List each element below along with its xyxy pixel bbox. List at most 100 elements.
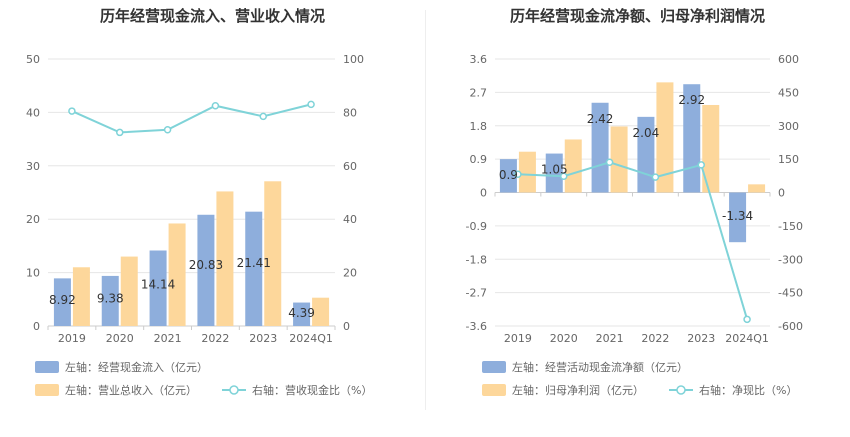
x-tick-label: 2024Q1 [725, 332, 769, 345]
y-left-tick-label: 50 [26, 53, 40, 66]
bar-series-2 [518, 151, 536, 193]
line-point [651, 173, 660, 181]
chart-title: 历年经营现金流净额、归母净利润情况 [509, 7, 765, 25]
x-tick-label: 2019 [58, 332, 86, 345]
legend-swatch-line-marker [229, 385, 239, 395]
y-right-tick-label: 80 [343, 106, 357, 119]
x-tick-label: 2021 [154, 332, 182, 345]
line-point [697, 161, 705, 169]
data-label: 0.9 [499, 168, 518, 182]
bar-series-1 [245, 211, 263, 326]
line-point [560, 172, 568, 181]
bar-series-2 [656, 82, 674, 193]
data-label: 4.39 [288, 306, 315, 320]
bar-series-2 [168, 223, 186, 326]
data-label: 8.92 [49, 293, 76, 307]
bar-series-1 [149, 250, 167, 326]
y-right-tick-label: 150 [778, 153, 799, 166]
data-label: 9.38 [97, 291, 124, 305]
legend-label-series-3: 右轴：净现比（%） [699, 383, 797, 397]
y-right-tick-label: 40 [343, 213, 357, 226]
y-left-tick-label: 20 [26, 213, 40, 226]
bar-series-2 [216, 191, 234, 326]
y-left-tick-label: -2.7 [466, 287, 487, 300]
y-right-tick-label: -600 [778, 320, 803, 333]
legend-swatch-series-1 [35, 361, 59, 373]
bar-series-2 [120, 256, 138, 326]
legend-swatch-line-marker [676, 385, 686, 395]
y-right-tick-label: 20 [343, 267, 357, 280]
line-point [68, 107, 76, 115]
bar-series-2 [564, 139, 582, 193]
x-tick-label: 2023 [687, 332, 715, 345]
y-left-tick-label: 30 [26, 160, 40, 173]
chart-panel-cash-inflow-revenue: 历年经营现金流入、营业收入情况 0 0 10 20 20 40 30 60 40 80 50 100 2… [26, 7, 372, 397]
line-point [514, 170, 522, 179]
bar-series-1 [591, 102, 609, 193]
line-point [743, 315, 751, 324]
y-left-tick-label: 0 [33, 320, 40, 333]
x-tick-label: 2019 [504, 332, 532, 345]
y-left-tick-label: -0.9 [466, 220, 487, 233]
bar-series-2 [264, 181, 282, 326]
x-tick-label: 2023 [249, 332, 277, 345]
data-label: 2.42 [587, 112, 614, 126]
bar-series-2 [72, 267, 90, 326]
y-right-tick-label: 600 [778, 53, 799, 66]
y-right-tick-label: 60 [343, 160, 357, 173]
legend-swatch-series-2 [482, 384, 506, 396]
x-tick-label: 2020 [106, 332, 134, 345]
bar-series-2 [748, 184, 766, 193]
line-point [211, 101, 220, 110]
x-tick-label: 2024Q1 [289, 332, 333, 345]
y-left-tick-label: -1.8 [466, 253, 487, 266]
bar-series-2 [312, 297, 330, 326]
y-left-tick-label: 0.9 [470, 153, 488, 166]
data-label: 1.05 [541, 163, 568, 177]
bar-series-1 [729, 192, 747, 243]
y-right-tick-label: -450 [778, 287, 803, 300]
legend-label-series-2: 左轴：营业总收入（亿元） [65, 383, 197, 397]
legend-label-series-1: 左轴：经营活动现金流净额（亿元） [512, 360, 688, 374]
chart-title: 历年经营现金流入、营业收入情况 [99, 7, 325, 25]
legend-swatch-series-1 [482, 361, 506, 373]
y-right-tick-label: 450 [778, 86, 799, 99]
bar-series-1 [101, 275, 119, 326]
data-label: 2.04 [633, 126, 660, 140]
data-label: -1.34 [722, 209, 753, 223]
y-left-tick-label: 3.6 [470, 53, 488, 66]
line-point [605, 158, 614, 166]
y-right-tick-label: -300 [778, 253, 803, 266]
x-tick-label: 2022 [201, 332, 229, 345]
bar-series-1 [197, 214, 215, 326]
data-label: 2.92 [678, 93, 705, 107]
legend-label-series-1: 左轴：经营现金流入（亿元） [65, 360, 208, 374]
bar-series-1 [499, 159, 517, 193]
y-left-tick-label: 10 [26, 267, 40, 280]
y-right-tick-label: 0 [343, 320, 350, 333]
y-right-tick-label: -150 [778, 220, 803, 233]
line-series [71, 103, 312, 134]
line-point [259, 112, 267, 121]
y-left-tick-label: 2.7 [470, 86, 488, 99]
bar-series-1 [545, 153, 563, 193]
bar-series-2 [702, 104, 720, 193]
chart-panel-net-cash-flow-profit: 历年经营现金流净额、归母净利润情况 -3.6 -600 -2.7 -450 -1.8 -3… [425, 0, 850, 437]
y-left-tick-label: 40 [26, 106, 40, 119]
line-point [116, 128, 124, 137]
x-tick-label: 2022 [641, 332, 669, 345]
line-point [163, 126, 172, 134]
chart-svg-right: -3.6 -600 -2.7 -450 -1.8 -300 -0.9 -150 0 0 0.9 150… [466, 53, 803, 397]
y-right-tick-label: 0 [778, 187, 785, 200]
bar-series-2 [610, 126, 628, 193]
y-left-tick-label: -3.6 [466, 320, 487, 333]
legend-label-series-2: 左轴：归母净利润（亿元） [512, 383, 644, 397]
y-left-tick-label: 1.8 [470, 120, 488, 133]
panel-divider [425, 10, 426, 410]
line-series [517, 161, 749, 320]
y-left-tick-label: 0 [480, 187, 487, 200]
data-label: 20.83 [189, 258, 223, 272]
y-right-tick-label: 100 [343, 53, 364, 66]
data-label: 21.41 [237, 256, 271, 270]
